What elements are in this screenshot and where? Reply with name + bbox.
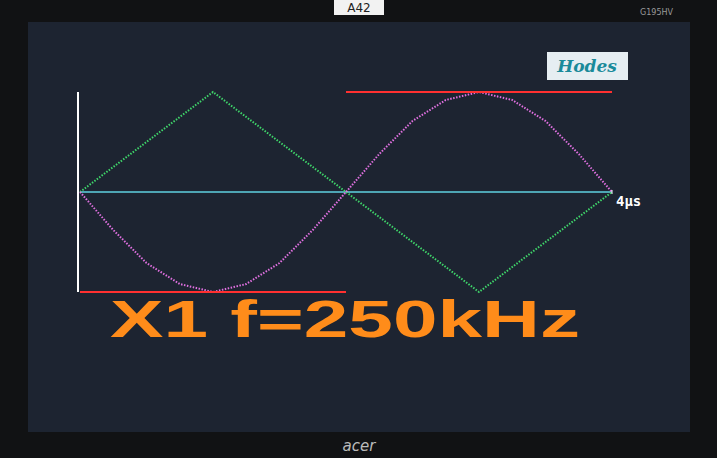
y-axis — [77, 92, 79, 292]
plot-area — [80, 92, 612, 292]
logo: Hodes — [556, 56, 617, 76]
series-line — [346, 91, 612, 93]
series-line — [80, 92, 612, 292]
x-tick — [612, 190, 613, 194]
series-line — [80, 92, 612, 292]
sticker — [334, 0, 384, 15]
x-tick-label: 4μs — [616, 193, 641, 209]
bezel — [0, 0, 717, 458]
figure: 4μs X1 f=250kHz Hodes A42 G195HV acer — [0, 0, 717, 458]
sticker-label: A42 — [347, 1, 370, 15]
screen — [28, 22, 690, 432]
logo-box — [547, 52, 628, 80]
model: G195HV — [640, 8, 673, 17]
brand: acer — [343, 437, 377, 455]
readout: X1 f=250kHz — [110, 290, 580, 348]
